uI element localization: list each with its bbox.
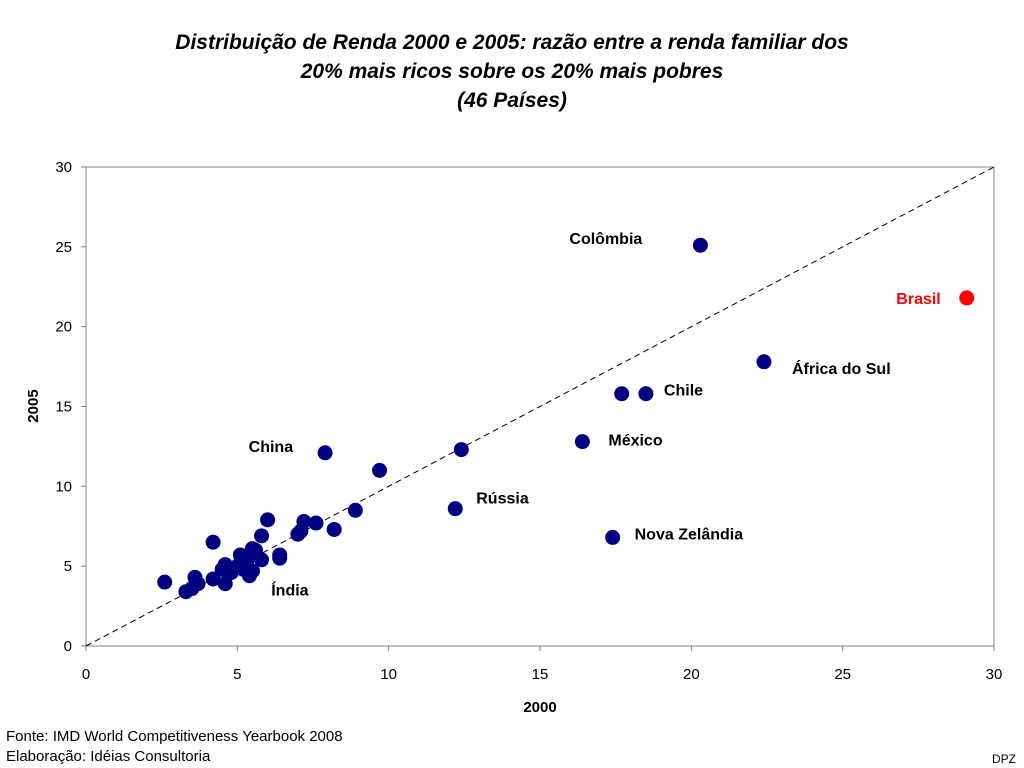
y-tick-label: 15 xyxy=(55,399,72,416)
y-axis-label: 2005 xyxy=(25,389,42,422)
data-point xyxy=(308,515,324,531)
data-points xyxy=(157,237,975,600)
point-label: México xyxy=(608,433,662,450)
data-point xyxy=(453,442,469,458)
data-point-mexico xyxy=(574,434,590,450)
y-axis: 0 5 10 15 20 25 30 xyxy=(55,159,86,655)
chart-title-line-3: (46 Países) xyxy=(457,89,567,112)
data-point xyxy=(260,512,276,528)
x-axis-label: 2000 xyxy=(523,699,556,716)
credit-text: DPZ xyxy=(992,752,1016,766)
x-tick-label: 25 xyxy=(834,666,851,683)
point-annotations: Colômbia Brasil África do Sul Chile México Ch… xyxy=(249,231,941,599)
y-tick-label: 5 xyxy=(64,558,72,575)
x-tick-label: 15 xyxy=(532,666,549,683)
point-label: Nova Zelândia xyxy=(635,526,744,543)
point-label: Chile xyxy=(664,383,703,400)
data-point xyxy=(205,571,221,587)
data-point xyxy=(241,568,257,584)
data-point xyxy=(254,552,270,568)
point-label: China xyxy=(249,439,294,456)
data-point xyxy=(326,521,342,537)
y-tick-label: 0 xyxy=(64,638,72,655)
x-tick-label: 10 xyxy=(380,666,397,683)
chart-title: Distribuição de Renda 2000 e 2005: razão… xyxy=(0,28,1024,115)
point-label: África do Sul xyxy=(792,359,891,378)
data-point-china xyxy=(317,445,333,461)
data-point xyxy=(614,386,630,402)
x-tick-label: 5 xyxy=(233,666,241,683)
data-point-africa-do-sul xyxy=(756,354,772,370)
data-point-brasil xyxy=(959,290,975,306)
data-point-colombia xyxy=(692,237,708,253)
data-point xyxy=(272,550,288,566)
point-label: Rússia xyxy=(476,491,529,508)
y-tick-label: 30 xyxy=(55,159,72,176)
y-tick-label: 10 xyxy=(55,478,72,495)
data-point xyxy=(372,462,388,478)
data-point xyxy=(157,574,173,590)
data-point-nova-zelandia xyxy=(605,529,621,545)
data-point xyxy=(347,502,363,518)
x-tick-label: 20 xyxy=(683,666,700,683)
data-point xyxy=(290,526,306,542)
data-point xyxy=(178,584,194,600)
data-point xyxy=(205,534,221,550)
data-point-india xyxy=(217,576,233,592)
scatter-chart: 0 5 10 15 20 25 30 0 5 10 15 20 25 30 Colômbia Brasil… xyxy=(25,159,1003,716)
point-label: Colômbia xyxy=(569,231,642,248)
footer: Fonte: IMD World Competitiveness Yearboo… xyxy=(6,727,343,767)
elaboration-note: Elaboração: Idéias Consultoria xyxy=(6,748,211,765)
data-point-russia xyxy=(447,501,463,517)
x-axis: 0 5 10 15 20 25 30 xyxy=(82,646,1003,683)
point-label: Brasil xyxy=(896,291,940,308)
point-label: Índia xyxy=(271,581,308,600)
y-tick-label: 20 xyxy=(55,319,72,336)
data-point xyxy=(223,565,239,581)
data-point xyxy=(254,528,270,544)
chart-title-line-2: 20% mais ricos sobre os 20% mais pobres xyxy=(300,60,724,83)
source-note: Fonte: IMD World Competitiveness Yearboo… xyxy=(6,728,343,745)
y-tick-label: 25 xyxy=(55,239,72,256)
x-tick-label: 30 xyxy=(986,666,1003,683)
x-tick-label: 0 xyxy=(82,666,90,683)
data-point-chile xyxy=(638,386,654,402)
chart-title-line-1: Distribuição de Renda 2000 e 2005: razão… xyxy=(175,31,849,54)
